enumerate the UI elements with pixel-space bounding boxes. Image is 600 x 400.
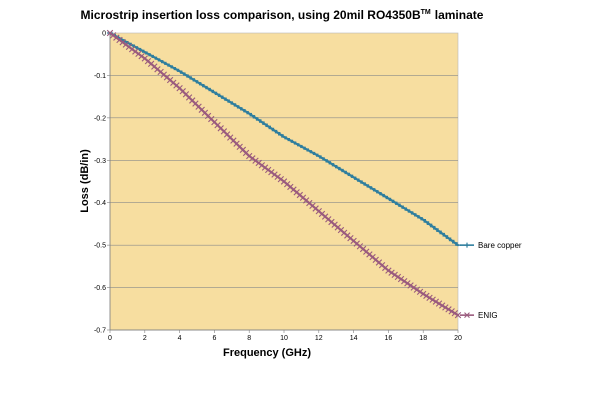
data-point xyxy=(258,162,266,169)
data-point xyxy=(442,304,449,311)
data-point xyxy=(113,34,120,41)
data-point xyxy=(271,171,278,178)
y-tick-label: -0.6 xyxy=(94,285,106,292)
x-tick-label: 18 xyxy=(419,335,427,342)
data-point xyxy=(394,273,402,281)
x-tick-label: 4 xyxy=(178,335,182,342)
data-point xyxy=(106,29,114,37)
legend-item-bare-copper: Bare copper xyxy=(460,241,522,250)
x-tick-label: 16 xyxy=(385,335,393,342)
series-bare-copper xyxy=(107,31,461,247)
data-point xyxy=(132,48,139,55)
data-point xyxy=(423,292,430,300)
x-tick-label: 0 xyxy=(108,335,112,342)
data-point xyxy=(268,169,275,176)
y-tick-label: -0.7 xyxy=(94,328,106,335)
x-tick-label: 12 xyxy=(315,335,323,342)
legend-marker-enig xyxy=(464,312,470,319)
chart-title-main: Microstrip insertion loss comparison, us… xyxy=(81,8,421,22)
data-point xyxy=(116,36,123,44)
y-tick-label: 0 xyxy=(102,31,106,38)
data-point xyxy=(404,280,411,287)
x-tick-label: 10 xyxy=(280,335,288,342)
series-enig xyxy=(106,29,462,319)
series-markers-enig xyxy=(106,29,462,319)
data-point xyxy=(246,152,253,160)
data-point xyxy=(397,275,405,283)
x-tick-label: 2 xyxy=(143,335,147,342)
x-tick-label: 20 xyxy=(454,335,462,342)
y-axis-title: Loss (dB/in) xyxy=(79,149,91,213)
legend-label-enig: ENIG xyxy=(478,311,498,320)
y-tick-label: -0.1 xyxy=(94,73,106,80)
x-tick-label: 6 xyxy=(212,335,216,342)
data-point xyxy=(448,308,455,315)
series-markers-bare-copper xyxy=(107,32,461,246)
data-point xyxy=(407,282,414,289)
x-tick-label: 8 xyxy=(247,335,251,342)
legend-label-bare-copper: Bare copper xyxy=(478,241,522,250)
data-point xyxy=(410,284,417,291)
data-point xyxy=(401,278,408,285)
data-point xyxy=(277,175,285,183)
data-point xyxy=(429,296,436,303)
chart-title: Microstrip insertion loss comparison, us… xyxy=(81,8,484,22)
data-point xyxy=(252,157,259,164)
data-point xyxy=(388,269,395,276)
y-tick-label: -0.3 xyxy=(94,158,106,165)
legend: Bare copper ENIG xyxy=(460,241,522,320)
data-point xyxy=(125,43,133,51)
data-point xyxy=(451,310,459,317)
data-point xyxy=(385,267,392,274)
data-point xyxy=(255,159,262,167)
data-point xyxy=(261,164,269,171)
data-point xyxy=(264,166,272,174)
data-point xyxy=(109,32,117,39)
data-point xyxy=(128,46,136,53)
chart-title-suffix: laminate xyxy=(435,8,484,22)
data-point xyxy=(122,41,130,48)
data-point xyxy=(426,294,433,301)
data-point xyxy=(249,155,256,162)
y-tick-label: -0.2 xyxy=(94,115,106,122)
tick-labels: 0 2 4 6 8 10 12 14 16 18 20 0 -0.1 -0.2 -0.3 -0.4 -0.5 -0… xyxy=(94,31,462,343)
data-point xyxy=(454,311,462,319)
data-point xyxy=(420,290,427,298)
data-point xyxy=(413,286,421,293)
data-point xyxy=(119,39,126,46)
y-tick-label: -0.5 xyxy=(94,243,106,250)
y-tick-label: -0.4 xyxy=(94,200,106,207)
x-tick-label: 14 xyxy=(350,335,358,342)
data-point xyxy=(435,300,443,307)
data-point xyxy=(391,271,398,279)
data-point xyxy=(138,52,145,60)
series-group xyxy=(106,29,462,319)
data-point xyxy=(135,50,142,58)
data-point xyxy=(432,298,440,305)
data-point xyxy=(438,302,446,309)
legend-item-enig: ENIG xyxy=(460,311,498,320)
data-point xyxy=(416,288,424,296)
chart-title-superscript: TM xyxy=(421,9,431,16)
data-point xyxy=(445,306,452,313)
x-axis-title: Frequency (GHz) xyxy=(223,347,311,359)
data-point xyxy=(274,173,281,181)
